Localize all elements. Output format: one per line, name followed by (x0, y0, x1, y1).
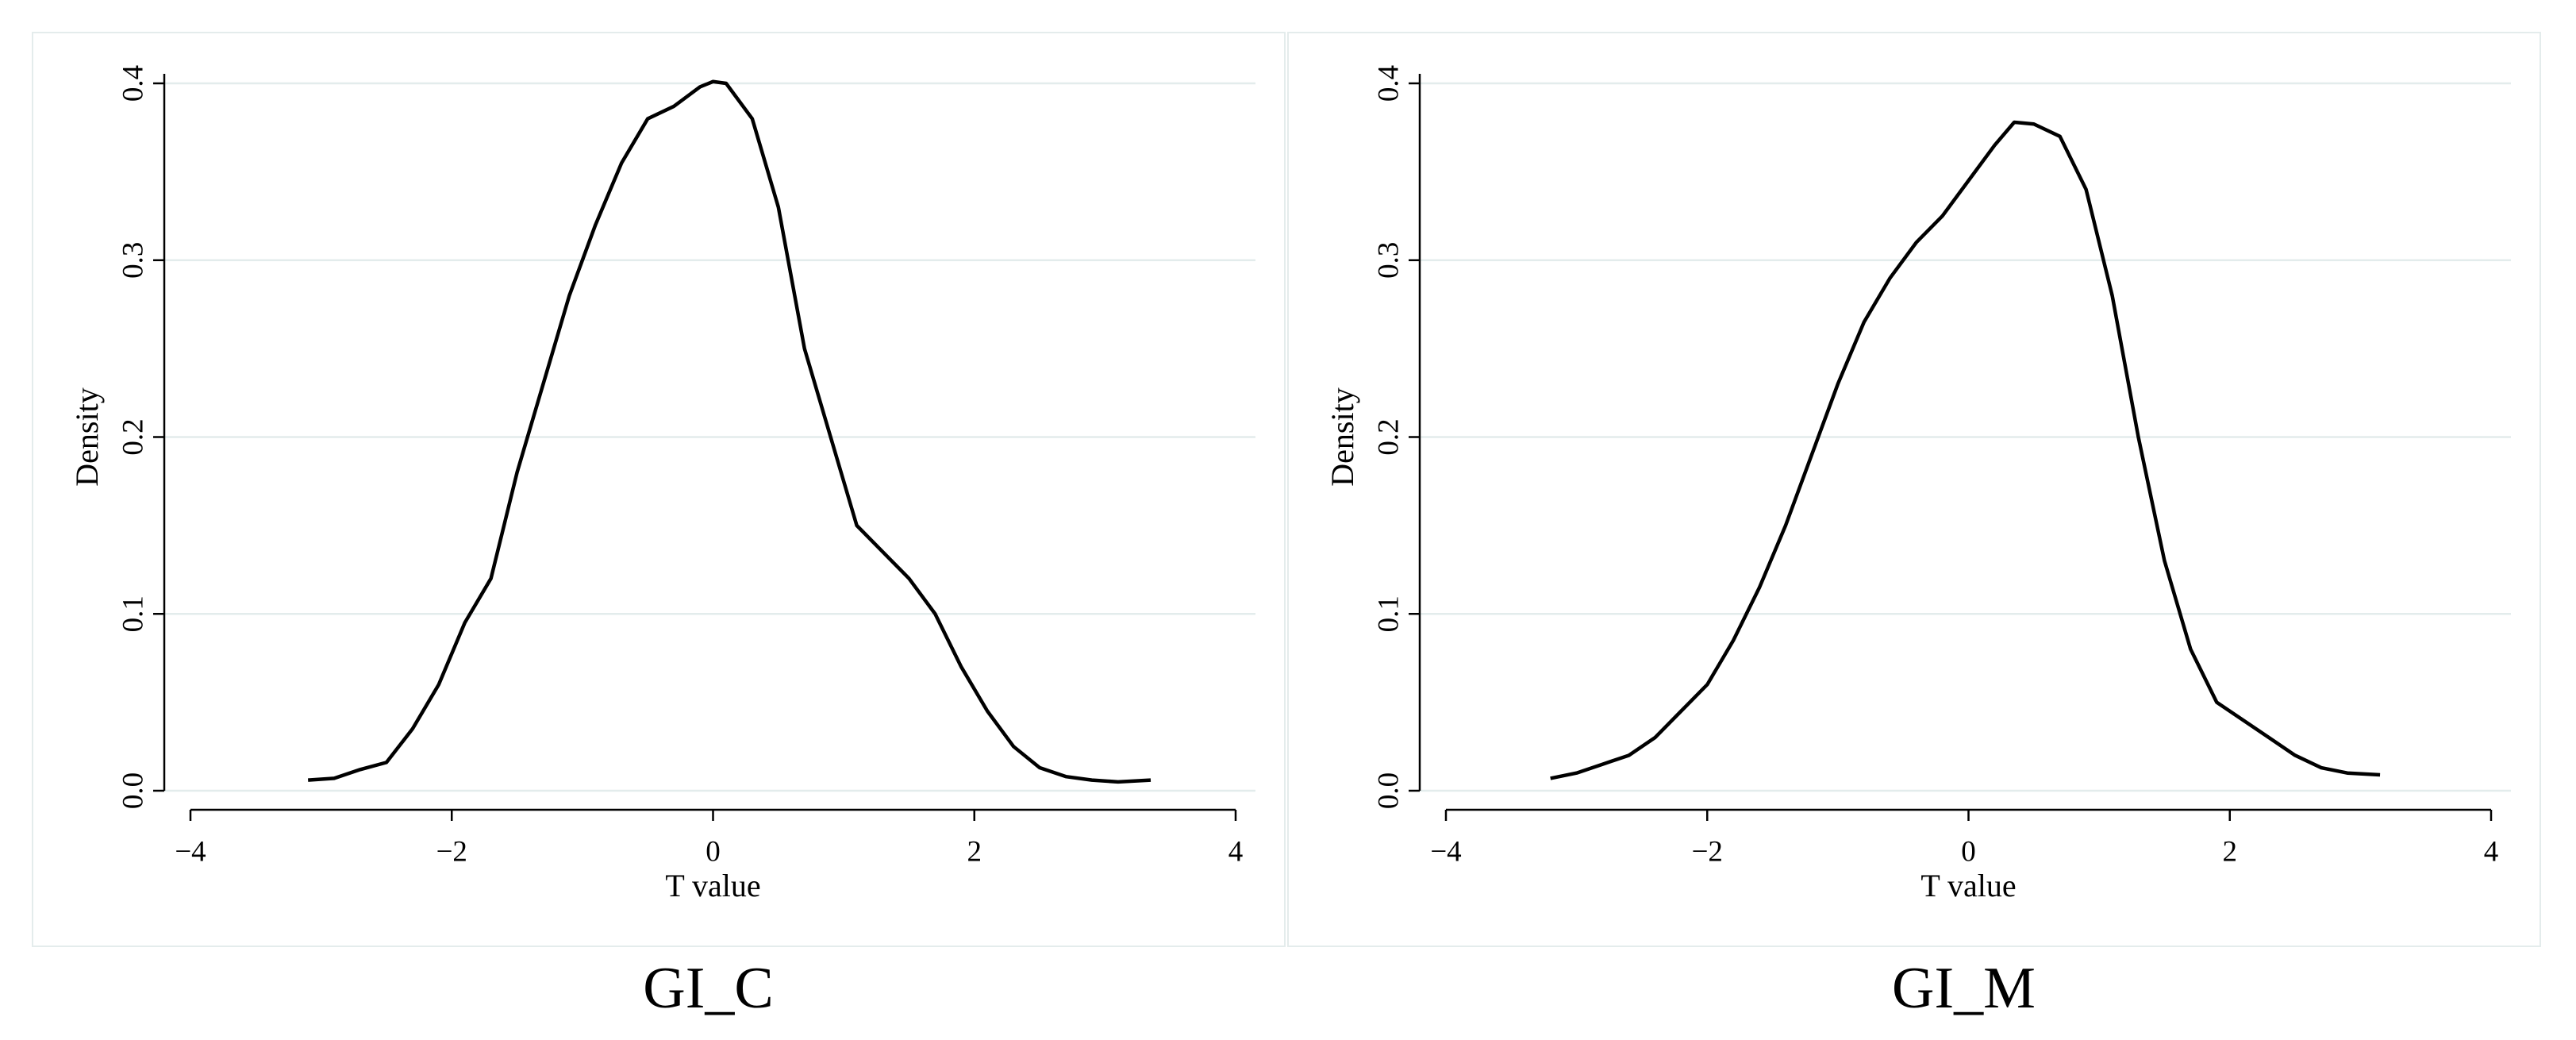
density-line (308, 79, 1152, 784)
x-axis-label: T value (665, 868, 760, 903)
x-tick-label: 4 (2484, 835, 2499, 868)
y-tick-label: 0.2 (117, 418, 149, 455)
density-line (1550, 120, 2381, 780)
y-tick-label: 0.0 (1372, 772, 1405, 809)
y-tick-label: 0.4 (117, 65, 149, 102)
chart-panel: 0.0 0.1 0.2 0.3 0.4 −4 −2 0 2 4 T value Density GI_M (1287, 32, 2541, 1021)
x-axis-label: T value (1920, 868, 2016, 903)
chart-title: GI_C (643, 956, 773, 1021)
y-tick-label: 0.1 (117, 595, 149, 632)
y-tick-label: 0.3 (117, 242, 149, 279)
x-tick-label: 2 (2223, 835, 2238, 868)
y-tick-label: 0.1 (1372, 595, 1405, 632)
panel-frame (1287, 32, 2541, 947)
y-tick-label: 0.0 (117, 772, 149, 809)
x-tick-label: 0 (706, 835, 721, 868)
y-tick-label: 0.3 (1372, 242, 1405, 279)
x-tick-label: 0 (1961, 835, 1976, 868)
x-tick-label: −2 (436, 835, 467, 868)
y-tick-label: 0.2 (1372, 418, 1405, 455)
x-tick-label: −4 (175, 835, 206, 868)
x-tick-label: −2 (1692, 835, 1723, 868)
y-axis-label: Density (69, 387, 105, 486)
panel-frame (32, 32, 1286, 947)
y-axis-label: Density (1325, 387, 1360, 486)
chart-title: GI_M (1892, 956, 2036, 1021)
x-tick-label: 4 (1228, 835, 1244, 868)
x-tick-label: −4 (1430, 835, 1461, 868)
chart-panel: 0.0 0.1 0.2 0.3 0.4 −4 −2 0 2 4 T value Density GI_C (32, 32, 1286, 1021)
y-tick-label: 0.4 (1372, 65, 1405, 102)
x-tick-label: 2 (967, 835, 982, 868)
